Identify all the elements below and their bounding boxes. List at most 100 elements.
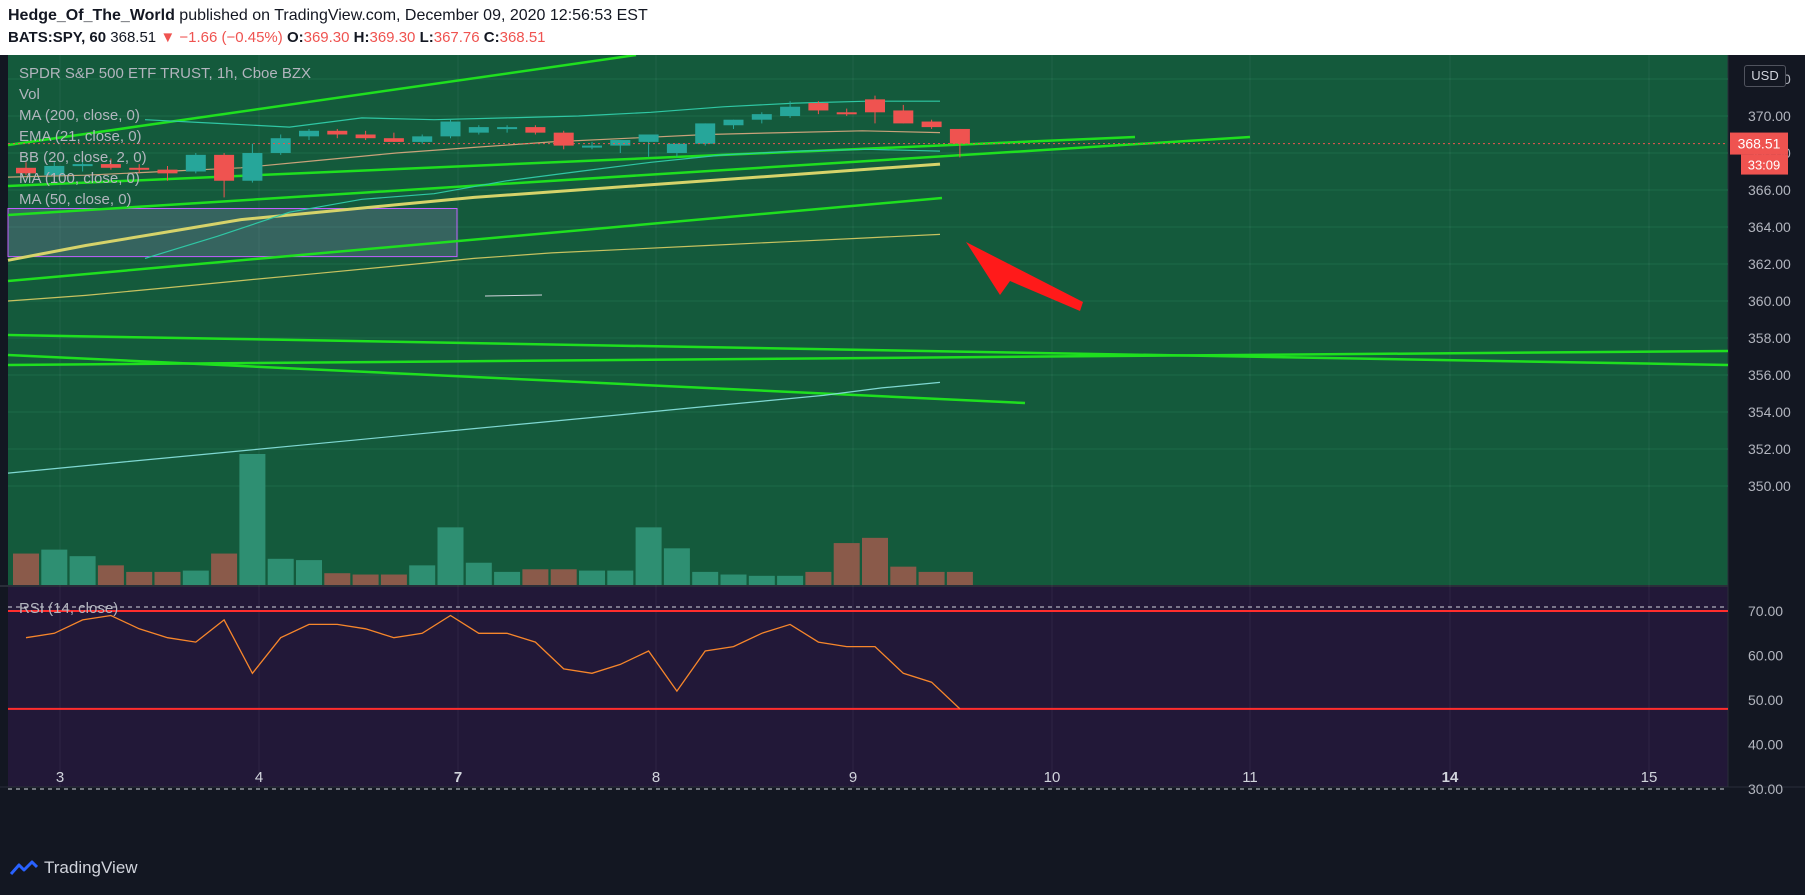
drawn-rectangle[interactable] bbox=[7, 208, 458, 258]
rsi-tick-label: 40.00 bbox=[1748, 737, 1783, 753]
open-label: O: bbox=[286, 29, 304, 46]
candle-body[interactable] bbox=[695, 123, 716, 144]
candle-body[interactable] bbox=[949, 128, 970, 144]
legend-ma100[interactable]: MA (100, close, 0) bbox=[19, 170, 140, 187]
volume-bar bbox=[833, 543, 860, 585]
candle-body[interactable] bbox=[440, 121, 461, 137]
volume-bar bbox=[692, 571, 719, 585]
price-tick-label: 360.00 bbox=[1748, 293, 1791, 309]
volume-bar bbox=[720, 574, 747, 585]
close-label: C: bbox=[483, 29, 500, 46]
rsi-pane[interactable] bbox=[8, 587, 1728, 787]
candle-body[interactable] bbox=[836, 112, 857, 115]
candle-body[interactable] bbox=[412, 136, 433, 142]
candle-body[interactable] bbox=[780, 106, 801, 116]
volume-bar bbox=[380, 574, 407, 585]
volume-bar bbox=[324, 573, 351, 585]
candle-body[interactable] bbox=[44, 165, 65, 176]
drawn-segment[interactable] bbox=[484, 294, 543, 297]
candle-body[interactable] bbox=[129, 167, 150, 170]
volume-bar bbox=[267, 558, 294, 585]
candle-body[interactable] bbox=[893, 110, 914, 124]
volume-bar bbox=[211, 553, 238, 585]
tradingview-brand[interactable]: TradingView bbox=[10, 858, 138, 878]
chart-canvas[interactable]: 372.00370.00368.00366.00364.00362.00360.… bbox=[0, 55, 1805, 848]
price-tick-label: 354.00 bbox=[1748, 404, 1791, 420]
candle-body[interactable] bbox=[610, 140, 631, 146]
trend-line[interactable] bbox=[7, 196, 943, 283]
volume-bar bbox=[13, 553, 39, 585]
bollinger-lower-line[interactable] bbox=[144, 148, 941, 259]
volume-bar bbox=[409, 565, 436, 585]
candle-body[interactable] bbox=[72, 164, 93, 167]
candle-body[interactable] bbox=[242, 153, 263, 181]
candle-body[interactable] bbox=[185, 154, 206, 172]
candle-body[interactable] bbox=[553, 132, 574, 146]
currency-button[interactable]: USD bbox=[1744, 65, 1786, 87]
time-tick-label: 7 bbox=[454, 769, 462, 786]
red-arrow-annotation[interactable] bbox=[966, 242, 1083, 311]
candle-body[interactable] bbox=[299, 130, 319, 137]
candle-body[interactable] bbox=[157, 169, 178, 174]
trend-line[interactable] bbox=[7, 333, 1729, 367]
candle-body[interactable] bbox=[751, 114, 772, 120]
candle-body[interactable] bbox=[468, 127, 489, 133]
candle-body[interactable] bbox=[100, 164, 121, 168]
trend-line[interactable] bbox=[7, 135, 1251, 217]
candle-body[interactable] bbox=[921, 121, 942, 128]
volume-bar bbox=[154, 571, 181, 585]
price-tick-label: 358.00 bbox=[1748, 330, 1791, 346]
price-tick-label: 356.00 bbox=[1748, 367, 1791, 383]
author-name[interactable]: Hedge_Of_The_World bbox=[8, 7, 175, 24]
candle-body[interactable] bbox=[214, 154, 235, 181]
candle-body[interactable] bbox=[16, 167, 36, 174]
candle-body[interactable] bbox=[808, 103, 829, 111]
legend-bb[interactable]: BB (20, close, 2, 0) bbox=[19, 149, 147, 166]
legend-ema21[interactable]: EMA (21, close, 0) bbox=[19, 128, 142, 145]
chart-area[interactable]: 372.00370.00368.00366.00364.00362.00360.… bbox=[0, 55, 1805, 848]
price-tick-label: 362.00 bbox=[1748, 256, 1791, 272]
candle-body[interactable] bbox=[638, 134, 659, 142]
price-tick-label: 350.00 bbox=[1748, 478, 1791, 494]
candle-body[interactable] bbox=[865, 99, 885, 113]
last-price: 368.51 bbox=[110, 29, 157, 46]
rsi-tick-label: 50.00 bbox=[1748, 692, 1783, 708]
ma200-line[interactable] bbox=[7, 381, 941, 474]
legend-vol[interactable]: Vol bbox=[19, 86, 40, 103]
legend-ma200[interactable]: MA (200, close, 0) bbox=[19, 107, 140, 124]
volume-bar bbox=[182, 570, 209, 585]
ma100-line[interactable] bbox=[7, 233, 941, 302]
volume-bar bbox=[748, 575, 775, 585]
candle-body[interactable] bbox=[723, 119, 744, 126]
trend-line[interactable] bbox=[7, 55, 637, 147]
quote-line: BATS:SPY, 60 368.51 ▼ −1.66 (−0.45%) O:3… bbox=[8, 29, 546, 46]
last-price-badge[interactable] bbox=[1730, 132, 1788, 155]
countdown-label: 33:09 bbox=[1748, 158, 1781, 173]
tradingview-label: TradingView bbox=[44, 858, 138, 877]
legend-title: SPDR S&P 500 ETF TRUST, 1h, Cboe BZX bbox=[19, 65, 312, 82]
trend-line[interactable] bbox=[7, 349, 1729, 367]
rsi-line[interactable] bbox=[25, 614, 961, 710]
last-price-label: 368.51 bbox=[1738, 136, 1781, 152]
legend-rsi[interactable]: RSI (14, close) bbox=[19, 600, 119, 617]
candle-body[interactable] bbox=[270, 138, 291, 153]
high-value: 369.30 bbox=[369, 29, 416, 46]
trend-line[interactable] bbox=[7, 135, 1136, 188]
down-arrow-icon: ▼ bbox=[160, 29, 176, 46]
time-tick-label: 10 bbox=[1044, 769, 1061, 786]
volume-bar bbox=[239, 454, 266, 585]
candle-body[interactable] bbox=[497, 127, 518, 130]
candle-body[interactable] bbox=[327, 130, 348, 135]
candle-body[interactable] bbox=[383, 138, 404, 142]
legend-ma50[interactable]: MA (50, close, 0) bbox=[19, 191, 132, 208]
candle-body[interactable] bbox=[525, 127, 546, 133]
bollinger-upper-line[interactable] bbox=[144, 100, 940, 128]
price-tick-label: 366.00 bbox=[1748, 182, 1791, 198]
time-tick-label: 9 bbox=[849, 769, 857, 786]
candle-body[interactable] bbox=[666, 143, 687, 153]
time-tick-label: 4 bbox=[255, 769, 263, 786]
price-pane[interactable] bbox=[8, 55, 1728, 585]
candle-body[interactable] bbox=[582, 145, 602, 148]
ma50-line[interactable] bbox=[7, 162, 941, 262]
candle-body[interactable] bbox=[355, 134, 376, 139]
